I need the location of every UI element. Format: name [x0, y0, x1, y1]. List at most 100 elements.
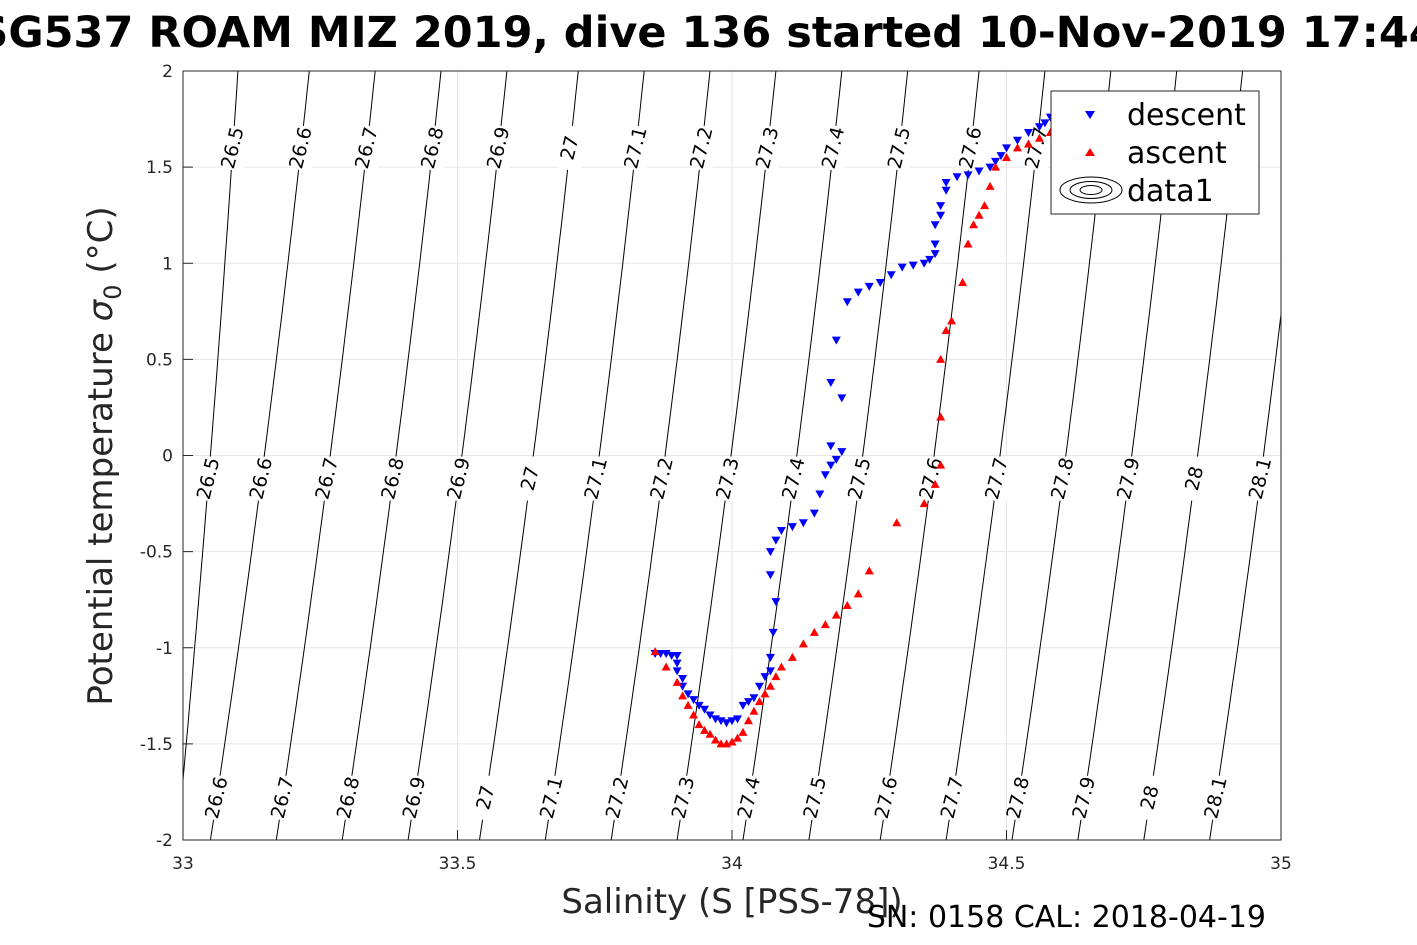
y-ticks: -2 -1.5 -1 -0.5 0 0.5 1 1.5 2	[140, 62, 193, 851]
ascent-point	[711, 735, 721, 744]
descent-point	[974, 167, 984, 176]
ascent-point	[754, 697, 764, 706]
descent-point	[705, 711, 715, 720]
descent-point	[771, 598, 781, 607]
descent-point	[952, 173, 962, 182]
ascent-point	[831, 610, 841, 619]
descent-point	[1012, 136, 1022, 145]
contour-label-mask	[672, 775, 695, 820]
ascent-point	[936, 460, 946, 469]
descent-point	[700, 705, 710, 714]
isopycnal-line	[341, 71, 442, 840]
y-axis-label-symbol: σ	[81, 298, 121, 321]
ascent-point	[689, 710, 699, 719]
contour-label-mask	[822, 125, 845, 170]
ascent-point	[678, 691, 688, 700]
contour-label-mask	[782, 456, 805, 501]
descent-point	[749, 694, 759, 703]
contour-label-mask	[756, 125, 779, 170]
descent-point	[765, 653, 775, 662]
ascent-point	[980, 201, 990, 210]
isopycnal-line	[676, 71, 777, 840]
isopycnal-line	[808, 71, 909, 840]
descent-point	[689, 696, 699, 705]
contour-label-mask	[474, 775, 497, 820]
descent-point	[842, 298, 852, 307]
contour-label-mask	[519, 456, 542, 501]
descent-point	[930, 240, 940, 249]
y-tick-label: 0.5	[146, 350, 173, 370]
contour-label-mask	[1183, 456, 1206, 501]
descent-point	[694, 701, 704, 710]
contour-label-mask	[382, 456, 405, 501]
contour-label-mask	[558, 125, 581, 170]
ascent-point	[776, 662, 786, 671]
legend: descent ascent data1	[1050, 90, 1260, 215]
descent-point	[908, 261, 918, 270]
descent-point	[722, 719, 732, 728]
descent-point	[919, 259, 929, 268]
data-series	[650, 109, 1066, 748]
contour-label-mask	[1073, 775, 1096, 820]
y-tick-label: 2	[162, 62, 173, 82]
descent-point	[837, 448, 847, 457]
ascent-point	[1012, 143, 1022, 152]
descent-point	[826, 461, 836, 470]
descent-point	[732, 715, 742, 724]
y-tick-label: 0	[162, 447, 173, 467]
series-descent	[650, 109, 1066, 728]
isopycnal-line	[879, 71, 980, 840]
descent-point	[1002, 144, 1011, 153]
chart-title: SG537 ROAM MIZ 2019, dive 136 started 10…	[0, 8, 1417, 58]
contour-label-mask	[585, 456, 608, 501]
ascent-point	[985, 181, 995, 190]
y-tick-label: -1	[156, 639, 173, 659]
ascent-point	[700, 725, 710, 734]
ascent-point	[930, 479, 940, 488]
density-contours	[183, 71, 1281, 840]
legend-contour-icon	[1059, 176, 1123, 204]
ascent-point	[1002, 153, 1011, 162]
isopycnal-line	[209, 71, 310, 840]
ascent-point	[958, 277, 968, 286]
ascent-point	[749, 706, 759, 715]
isopycnal-line	[742, 71, 843, 840]
descent-point	[1034, 123, 1044, 132]
ascent-point	[727, 737, 737, 746]
isopycnal-line	[544, 71, 645, 840]
y-axis-label-subscript: 0	[99, 284, 127, 299]
legend-ascent-marker	[1085, 148, 1095, 156]
descent-point	[897, 263, 907, 272]
ascent-point	[705, 729, 715, 738]
contour-label-mask	[271, 775, 294, 820]
legend-descent-label: descent	[1127, 98, 1246, 133]
legend-ascent-label: ascent	[1127, 136, 1227, 171]
y-axis-label: Potential temperature σ0 (°C)	[81, 206, 127, 705]
contour-label-mask	[1204, 775, 1227, 820]
x-tick-label: 34	[721, 854, 743, 874]
contour-label-mask	[540, 775, 563, 820]
descent-point	[768, 628, 778, 637]
contour-label-mask	[985, 456, 1008, 501]
descent-point	[1023, 129, 1033, 138]
descent-point	[831, 455, 841, 464]
contour-label-mask	[1007, 775, 1030, 820]
contour-label-mask	[289, 125, 312, 170]
descent-point	[936, 202, 946, 211]
x-tick-label: 33	[172, 854, 194, 874]
descent-point	[826, 442, 836, 451]
contour-label-mask	[941, 775, 964, 820]
ascent-point	[743, 716, 753, 725]
y-tick-label: 1.5	[146, 158, 173, 178]
x-axis-label: Salinity (S [PSS-78])	[561, 882, 902, 922]
ascent-point	[672, 677, 682, 686]
descent-point	[809, 509, 819, 518]
contour-label-mask	[875, 775, 898, 820]
descent-point	[672, 651, 682, 660]
contour-label-mask	[1025, 125, 1048, 170]
descent-point	[760, 673, 770, 682]
ascent-point	[963, 239, 973, 248]
contour-label-mask	[959, 125, 982, 170]
contour-label-mask	[197, 456, 220, 501]
